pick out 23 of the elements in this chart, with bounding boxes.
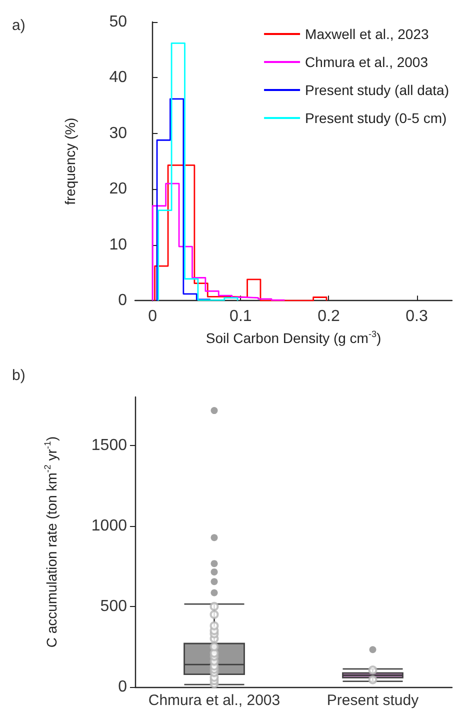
legend-label: Present study (all data) [305,82,450,98]
text: a) [12,17,26,34]
y-tick-label: 10 [109,236,128,254]
x-tick-label: 0 [148,308,158,326]
y-tick-label: 500 [100,598,128,615]
y-tick-label: 0 [118,678,128,696]
x-tick-label: Present study [326,692,420,709]
y-tick-label: 40 [109,69,128,86]
x-tick-label: 0.3 [406,308,428,326]
y-tick-label: 50 [109,14,128,30]
x-tick-label: 0.2 [318,308,340,326]
y-tick-label: 0 [118,292,128,310]
legend-label: Chmura et al., 2003 [305,54,428,70]
y-tick-label: 30 [109,124,128,142]
x-tick-label: 0.1 [230,308,252,326]
y-axis-title: C accumulation rate (ton km-2 yr-1) [42,436,60,648]
text: b) [12,367,26,384]
y-axis-title: frequency (%) [62,118,78,205]
legend-label: Maxwell et al., 2023 [305,26,429,42]
y-tick-label: 1500 [91,436,128,454]
y-tick-label: 20 [109,180,128,198]
legend-label: Present study (0-5 cm) [305,110,447,126]
y-tick-label: 1000 [91,517,128,534]
